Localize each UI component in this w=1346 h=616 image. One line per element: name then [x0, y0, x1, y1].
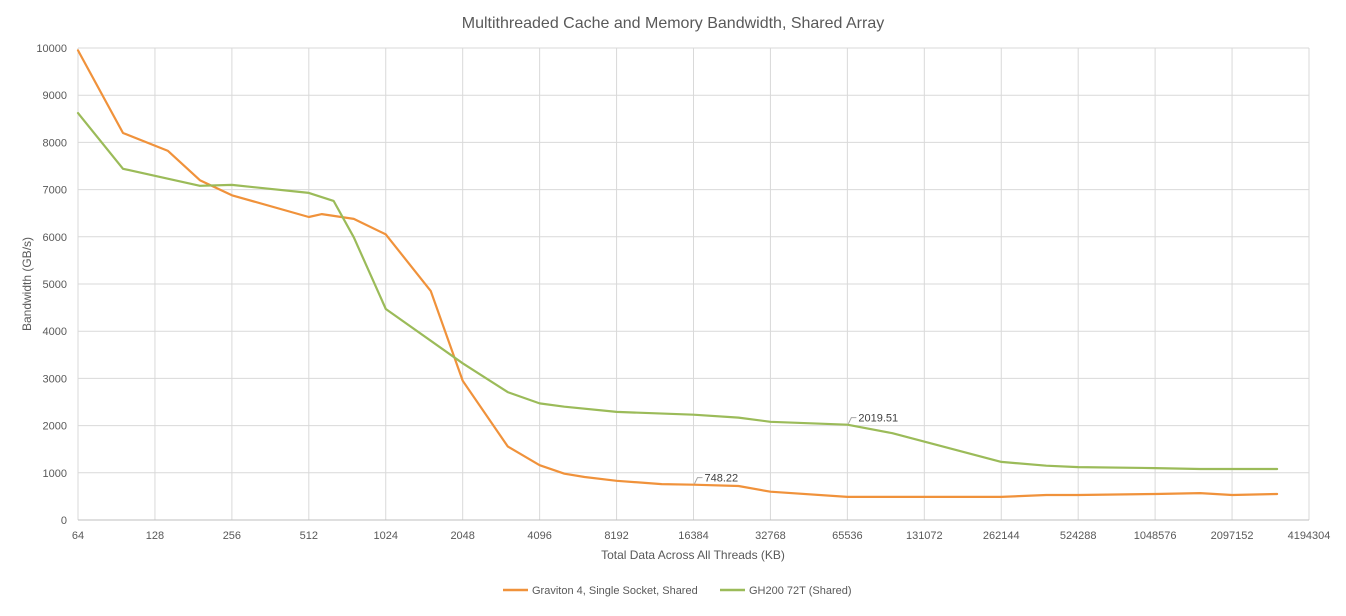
y-tick-label: 0: [61, 515, 67, 527]
x-tick-label: 2048: [450, 530, 474, 542]
y-tick-label: 8000: [43, 137, 67, 149]
x-tick-label: 1024: [374, 530, 398, 542]
data-labels: 748.22 2019.51: [694, 413, 898, 485]
series-line-2: [76, 111, 1279, 471]
x-tick-label: 8192: [604, 530, 628, 542]
x-tick-label: 256: [223, 530, 241, 542]
x-axis-title: Total Data Across All Threads (KB): [601, 548, 785, 562]
y-tick-label: 2000: [43, 421, 67, 433]
series-line-1: [76, 49, 1279, 498]
y-tick-label: 3000: [43, 373, 67, 385]
chart-title: Multithreaded Cache and Memory Bandwidth…: [462, 15, 884, 32]
y-tick-label: 1000: [43, 468, 67, 480]
x-tick-label: 262144: [983, 530, 1020, 542]
data-series: [76, 49, 1279, 498]
data-label: 748.22: [705, 473, 739, 485]
y-tick-label: 4000: [43, 326, 67, 338]
x-tick-label: 524288: [1060, 530, 1097, 542]
x-tick-label: 64: [72, 530, 84, 542]
data-label-leader: [694, 477, 703, 484]
x-tick-label: 1048576: [1134, 530, 1177, 542]
x-tick-label: 131072: [906, 530, 943, 542]
y-tick-label: 6000: [43, 232, 67, 244]
x-tick-label: 4096: [527, 530, 551, 542]
x-tick-label: 4194304: [1288, 530, 1331, 542]
axes: 0 1000 2000 3000 4000 5000 6000 7000 8000 9000 100…: [36, 43, 1330, 542]
data-label: 2019.51: [858, 413, 898, 425]
y-tick-label: 10000: [36, 43, 67, 55]
x-tick-label: 32768: [755, 530, 786, 542]
y-tick-label: 7000: [43, 185, 67, 197]
data-label-leader: [847, 417, 857, 424]
y-axis-title: Bandwidth (GB/s): [20, 237, 34, 331]
x-tick-label: 65536: [832, 530, 863, 542]
legend: Graviton 4, Single Socket, Shared GH200 7…: [503, 585, 852, 597]
y-tick-label: 5000: [43, 279, 67, 291]
x-tick-label: 16384: [678, 530, 709, 542]
legend-label-2: GH200 72T (Shared): [749, 585, 852, 597]
x-tick-label: 128: [146, 530, 164, 542]
legend-label-1: Graviton 4, Single Socket, Shared: [532, 585, 698, 597]
x-tick-label: 2097152: [1211, 530, 1254, 542]
grid-lines: [77, 47, 1310, 521]
x-tick-label: 512: [300, 530, 318, 542]
y-tick-label: 9000: [43, 90, 67, 102]
